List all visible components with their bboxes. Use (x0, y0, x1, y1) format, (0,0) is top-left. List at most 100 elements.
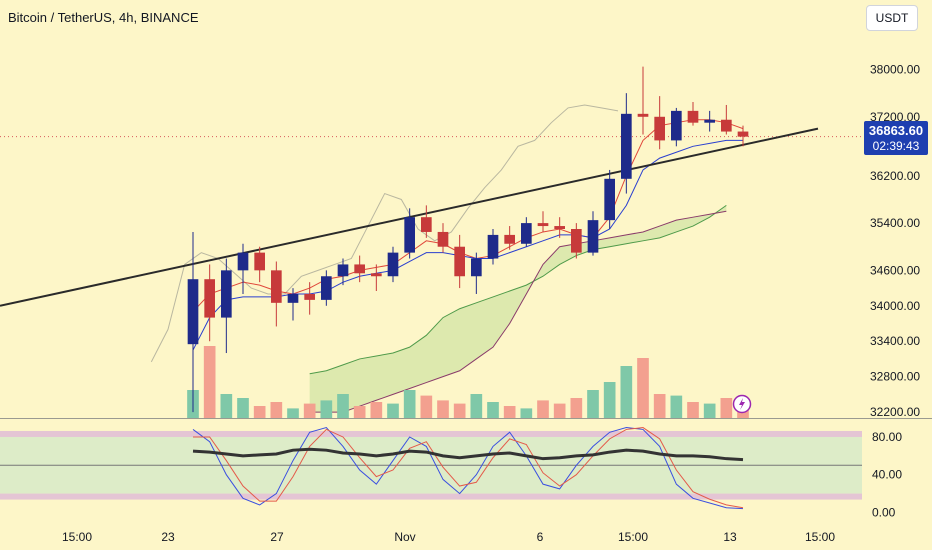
y-tick-label: 33400.00 (870, 334, 920, 348)
cloud-area (309, 205, 727, 413)
volume-bar (487, 402, 499, 418)
x-tick-label: 6 (537, 530, 544, 544)
osc-tick-label: 0.00 (872, 505, 896, 519)
x-tick-label: 15:00 (62, 530, 92, 544)
osc-tick-label: 40.00 (872, 468, 902, 482)
volume-bar (620, 366, 633, 418)
volume-bar (703, 403, 716, 418)
volume-bar (637, 358, 649, 418)
candle-body[interactable] (304, 293, 315, 300)
candle-body[interactable] (737, 131, 749, 137)
candle-body[interactable] (237, 252, 249, 271)
candle-body[interactable] (687, 110, 699, 123)
candle-body[interactable] (454, 246, 465, 277)
y-tick-label: 34000.00 (870, 299, 920, 313)
volume-bar (303, 403, 316, 418)
candle-body[interactable] (487, 234, 499, 259)
lightning-icon[interactable] (732, 394, 752, 414)
volume-bar (603, 382, 616, 418)
bar-countdown: 02:39:43 (872, 139, 920, 153)
oversold-zone (0, 493, 862, 500)
candle-body[interactable] (404, 217, 415, 253)
candle-body[interactable] (371, 273, 382, 277)
volume-bar (570, 398, 583, 418)
candle-body[interactable] (571, 229, 582, 253)
volume-bar (453, 403, 466, 418)
y-tick-label: 38000.00 (870, 63, 920, 77)
chikou-span (150, 104, 619, 363)
volume-bar (437, 400, 449, 418)
volume-bar (270, 402, 283, 418)
candle-body[interactable] (387, 252, 399, 277)
candle-body[interactable] (254, 252, 265, 271)
volume-bars (187, 346, 749, 418)
candle-body[interactable] (671, 110, 682, 141)
candle-body[interactable] (537, 223, 549, 227)
volume-bar (403, 390, 416, 418)
senkou-span-a (309, 204, 727, 375)
candle-body[interactable] (187, 279, 199, 345)
candle-body[interactable] (521, 223, 532, 244)
candle-body[interactable] (587, 220, 599, 253)
candlesticks[interactable] (187, 66, 749, 413)
price-grid (0, 136, 932, 419)
candle-body[interactable] (721, 119, 732, 132)
y-tick-label: 36200.00 (870, 169, 920, 183)
candle-body[interactable] (654, 116, 665, 141)
x-tick-label: 13 (723, 530, 737, 544)
x-tick-label: 23 (161, 530, 175, 544)
volume-bar (537, 400, 549, 418)
volume-bar (337, 394, 349, 418)
osc-tick-label: 80.00 (872, 430, 902, 444)
volume-bar (720, 398, 733, 418)
stoch-d-line (193, 427, 744, 509)
y-tick-label: 37200.00 (870, 110, 920, 124)
volume-bar (520, 408, 533, 418)
candle-body[interactable] (321, 276, 332, 300)
x-tick-label: 27 (270, 530, 284, 544)
candle-body[interactable] (437, 231, 449, 247)
x-tick-label: 15:00 (618, 530, 648, 544)
y-tick-label: 35400.00 (870, 216, 920, 230)
volume-bar (653, 394, 666, 418)
volume-bar (220, 394, 233, 418)
candle-body[interactable] (271, 270, 282, 303)
candle-body[interactable] (637, 113, 649, 117)
volume-bar (287, 408, 299, 418)
volume-bar (253, 406, 266, 418)
candle-body[interactable] (421, 217, 432, 232)
candle-body[interactable] (471, 258, 482, 277)
last-price-tag: 36863.60 02:39:43 (864, 121, 928, 155)
candle-body[interactable] (554, 226, 565, 229)
last-price: 36863.60 (868, 123, 924, 138)
y-tick-label: 32200.00 (870, 405, 920, 419)
rsi-line (192, 447, 744, 462)
volume-bar (320, 400, 333, 418)
currency-button[interactable]: USDT (866, 5, 918, 31)
y-tick-label: 32800.00 (870, 370, 920, 384)
x-tick-label: Nov (394, 530, 415, 544)
tenkan-sen (192, 119, 744, 313)
lightning-icon-bolt (739, 398, 745, 410)
y-tick-label: 34600.00 (870, 263, 920, 277)
volume-bar (237, 398, 249, 418)
candle-body[interactable] (621, 113, 632, 179)
candle-body[interactable] (337, 264, 349, 277)
volume-bar (420, 395, 433, 418)
overbought-zone (0, 430, 862, 437)
volume-bar (353, 406, 366, 418)
candle-body[interactable] (221, 270, 232, 318)
volume-bar (687, 402, 699, 418)
senkou-span-b (309, 210, 727, 413)
volume-bar (553, 403, 566, 418)
volume-bar (587, 390, 599, 418)
candle-body[interactable] (354, 264, 365, 274)
candle-body[interactable] (287, 293, 299, 303)
candle-body[interactable] (204, 279, 215, 318)
candle-body[interactable] (604, 178, 615, 221)
candle-body[interactable] (704, 119, 715, 123)
volume-bar (370, 402, 383, 418)
candle-body[interactable] (504, 234, 515, 244)
x-tick-label: 15:00 (805, 530, 835, 544)
